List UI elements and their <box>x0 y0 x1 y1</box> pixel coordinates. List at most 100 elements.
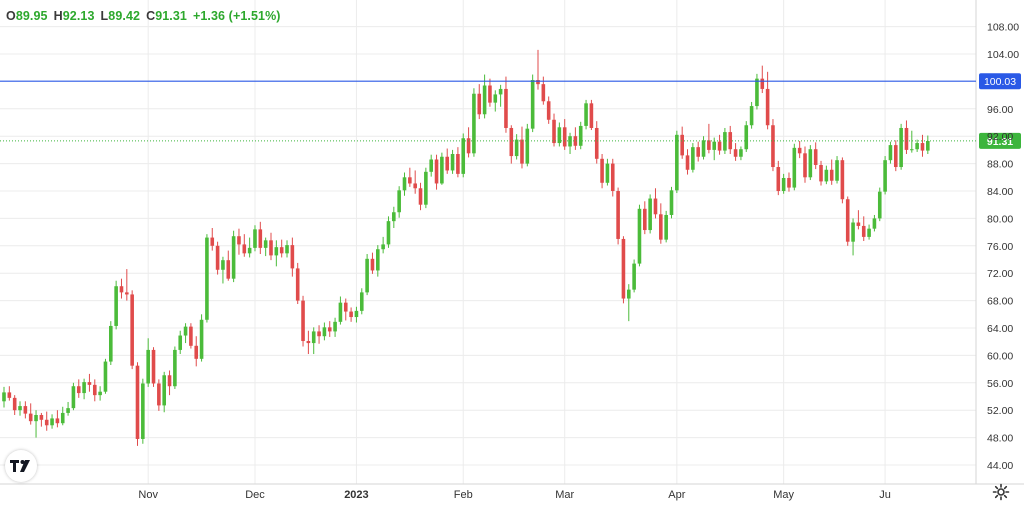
candle[interactable] <box>621 236 626 304</box>
candles[interactable] <box>2 49 930 446</box>
candle[interactable] <box>472 88 476 157</box>
candle[interactable] <box>829 159 834 185</box>
candle[interactable] <box>877 187 882 222</box>
candle[interactable] <box>600 154 604 189</box>
candle[interactable] <box>557 122 562 147</box>
candle[interactable] <box>653 188 658 219</box>
candle[interactable] <box>509 125 514 164</box>
candle[interactable] <box>317 325 321 344</box>
candle[interactable] <box>755 73 759 110</box>
candle[interactable] <box>450 149 455 174</box>
candle[interactable] <box>477 84 482 120</box>
candle[interactable] <box>461 133 466 178</box>
candle[interactable] <box>285 240 289 258</box>
candle[interactable] <box>386 216 391 248</box>
candle[interactable] <box>626 284 631 322</box>
candle[interactable] <box>643 201 647 235</box>
candle[interactable] <box>856 210 861 230</box>
candle[interactable] <box>109 321 113 365</box>
candle[interactable] <box>231 230 236 283</box>
candle[interactable] <box>739 146 743 161</box>
candle[interactable] <box>888 141 893 164</box>
candle[interactable] <box>365 254 369 296</box>
candle[interactable] <box>589 99 594 131</box>
candle[interactable] <box>333 317 337 337</box>
candle[interactable] <box>610 158 615 197</box>
candle[interactable] <box>306 330 311 355</box>
candle[interactable] <box>141 378 145 444</box>
candle[interactable] <box>728 125 733 155</box>
candle[interactable] <box>765 71 770 130</box>
candle[interactable] <box>18 401 22 416</box>
candle[interactable] <box>274 240 279 267</box>
candle[interactable] <box>696 141 700 162</box>
candle[interactable] <box>66 401 70 416</box>
candle[interactable] <box>55 410 60 428</box>
candle[interactable] <box>808 145 813 181</box>
candle[interactable] <box>926 135 930 155</box>
candle[interactable] <box>397 186 401 218</box>
candle[interactable] <box>237 228 241 255</box>
candle[interactable] <box>525 123 530 167</box>
candle[interactable] <box>691 143 695 173</box>
candle[interactable] <box>819 160 823 186</box>
candle[interactable] <box>424 167 428 209</box>
candle[interactable] <box>189 323 193 349</box>
candle[interactable] <box>915 139 919 152</box>
candle[interactable] <box>119 278 124 299</box>
candle[interactable] <box>904 120 909 155</box>
candle[interactable] <box>359 288 364 315</box>
candle[interactable] <box>60 406 65 426</box>
candle[interactable] <box>210 227 215 251</box>
candle[interactable] <box>530 74 535 133</box>
candle[interactable] <box>776 160 781 196</box>
candle[interactable] <box>370 252 375 274</box>
candle[interactable] <box>349 307 353 322</box>
candle[interactable] <box>167 370 172 396</box>
candle[interactable] <box>103 358 108 394</box>
tradingview-logo-icon[interactable] <box>5 450 37 482</box>
candle[interactable] <box>546 96 551 124</box>
candle[interactable] <box>247 237 252 258</box>
candle[interactable] <box>584 99 588 130</box>
candle[interactable] <box>504 76 508 133</box>
candle[interactable] <box>413 170 417 194</box>
candle[interactable] <box>910 130 914 153</box>
candle[interactable] <box>130 290 134 370</box>
candle[interactable] <box>723 127 727 155</box>
candle[interactable] <box>578 121 583 150</box>
candle[interactable] <box>680 126 684 159</box>
candle[interactable] <box>562 119 567 150</box>
candle[interactable] <box>221 256 225 284</box>
candle[interactable] <box>749 101 754 129</box>
candle[interactable] <box>381 236 385 254</box>
candle[interactable] <box>520 126 524 169</box>
candle[interactable] <box>536 49 540 90</box>
candle[interactable] <box>269 232 273 261</box>
candle[interactable] <box>781 173 786 194</box>
candle[interactable] <box>194 336 199 367</box>
candle[interactable] <box>498 84 503 107</box>
candle[interactable] <box>701 136 706 160</box>
candle[interactable] <box>445 148 450 174</box>
candle[interactable] <box>434 154 439 190</box>
candle[interactable] <box>82 378 86 400</box>
candle[interactable] <box>114 280 118 330</box>
candle[interactable] <box>50 414 54 429</box>
candle[interactable] <box>648 194 652 234</box>
candle[interactable] <box>845 196 850 246</box>
candle[interactable] <box>162 371 166 413</box>
candle[interactable] <box>669 186 674 219</box>
candle[interactable] <box>125 269 129 301</box>
candle[interactable] <box>71 382 76 411</box>
candle[interactable] <box>12 395 17 415</box>
candle[interactable] <box>659 203 663 244</box>
candle[interactable] <box>899 123 903 170</box>
candle[interactable] <box>418 182 423 211</box>
candle[interactable] <box>861 216 866 242</box>
candle[interactable] <box>242 234 247 257</box>
candle[interactable] <box>707 123 711 154</box>
candle[interactable] <box>797 140 802 159</box>
